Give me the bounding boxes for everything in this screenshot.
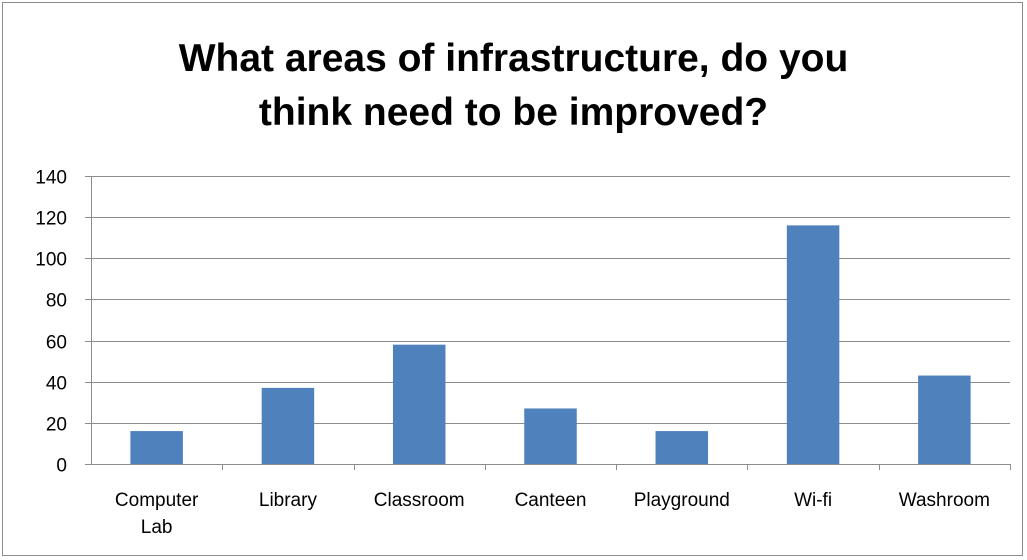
y-tick-label: 80 bbox=[46, 291, 67, 312]
bar-2 bbox=[392, 344, 446, 464]
bars bbox=[130, 225, 971, 464]
x-tick-label: Washroom bbox=[899, 490, 990, 511]
chart-title: What areas of infrastructure, do you thi… bbox=[0, 32, 1027, 140]
y-tick-label: 40 bbox=[46, 374, 67, 395]
chart-title-line-2: think need to be improved? bbox=[258, 91, 769, 134]
y-tick-label: 120 bbox=[35, 209, 67, 230]
y-tick-label: 100 bbox=[35, 250, 67, 271]
x-tick-label: Computer bbox=[115, 490, 199, 511]
y-tick-label: 20 bbox=[46, 415, 67, 436]
bar-4 bbox=[655, 431, 709, 464]
tick-labels: 0 20 40 60 80 100 120 140 Computer Lab Library Clas… bbox=[35, 168, 990, 539]
chart-title-line-1: What areas of infrastructure, do you bbox=[178, 37, 849, 80]
bar-0 bbox=[130, 431, 183, 464]
y-tick-label: 140 bbox=[35, 168, 67, 189]
x-tick-label: Library bbox=[259, 490, 318, 511]
x-tick-label: Lab bbox=[141, 517, 173, 538]
bar-5 bbox=[786, 225, 840, 464]
bar-3 bbox=[524, 408, 577, 464]
bar-6 bbox=[918, 375, 971, 464]
x-tick-label: Canteen bbox=[515, 490, 587, 511]
gridlines bbox=[91, 176, 1010, 424]
bar-1 bbox=[261, 387, 315, 464]
y-tick-label: 0 bbox=[56, 456, 67, 477]
y-tick-label: 60 bbox=[46, 333, 67, 354]
axes bbox=[85, 176, 1011, 470]
x-tick-label: Wi-fi bbox=[794, 490, 832, 511]
x-tick-label: Classroom bbox=[374, 490, 465, 511]
x-tick-label: Playground bbox=[634, 490, 730, 511]
